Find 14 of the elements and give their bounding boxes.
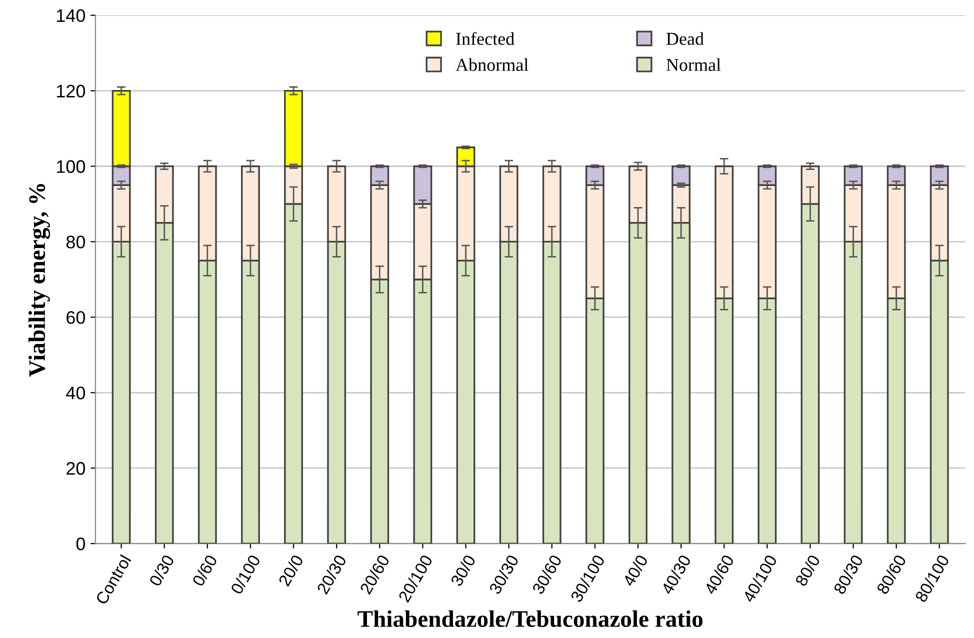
y-tick-label: 80 <box>66 236 86 248</box>
legend-label: Infected <box>456 32 514 45</box>
y-tick-label: 0 <box>76 538 86 550</box>
y-axis-title: Viability energy, % <box>28 184 50 377</box>
legend-label: Abnormal <box>456 58 528 71</box>
y-tick-label: 20 <box>66 462 86 475</box>
y-tick-label: 100 <box>56 160 86 173</box>
legend-label: Dead <box>666 32 704 45</box>
y-tick-label: 40 <box>66 386 86 400</box>
legend-label: Normal <box>666 58 721 71</box>
y-tick-label: 60 <box>66 311 86 324</box>
x-axis-title: Thiabendazole/Tebuconazole ratio <box>358 610 702 628</box>
y-tick-label: 140 <box>56 9 86 22</box>
y-tick-label: 120 <box>56 84 86 98</box>
